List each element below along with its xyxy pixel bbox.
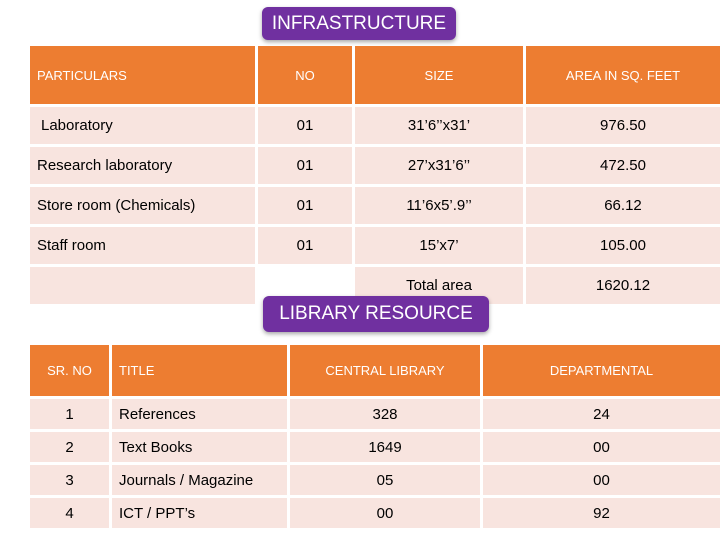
library-header-row: SR. NO TITLE CENTRAL LIBRARY DEPARTMENTA… bbox=[30, 345, 720, 396]
cell-title: ICT / PPT’s bbox=[112, 498, 290, 528]
cell-departmental: 24 bbox=[483, 399, 720, 429]
cell-no: 01 bbox=[258, 227, 355, 264]
cell-area: 976.50 bbox=[526, 107, 720, 144]
cell-particular: Laboratory bbox=[30, 107, 258, 144]
empty-cell bbox=[30, 267, 258, 304]
cell-sr: 2 bbox=[30, 432, 112, 462]
header-size: SIZE bbox=[355, 46, 526, 104]
cell-area: 105.00 bbox=[526, 227, 720, 264]
table-row: 2 Text Books 1649 00 bbox=[30, 432, 720, 462]
table-row: Research laboratory 01 27’x31’6’’ 472.50 bbox=[30, 147, 720, 184]
cell-particular: Store room (Chemicals) bbox=[30, 187, 258, 224]
cell-title: Journals / Magazine bbox=[112, 465, 290, 495]
cell-no: 01 bbox=[258, 107, 355, 144]
header-sr-no: SR. NO bbox=[30, 345, 112, 396]
cell-size: 27’x31’6’’ bbox=[355, 147, 526, 184]
cell-size: 15’x7’ bbox=[355, 227, 526, 264]
cell-departmental: 00 bbox=[483, 465, 720, 495]
table-row: Store room (Chemicals) 01 11’6x5’.9’’ 66… bbox=[30, 187, 720, 224]
cell-particular: Research laboratory bbox=[30, 147, 258, 184]
cell-sr: 1 bbox=[30, 399, 112, 429]
cell-size: 31’6’’x31’ bbox=[355, 107, 526, 144]
library-resource-table: SR. NO TITLE CENTRAL LIBRARY DEPARTMENTA… bbox=[30, 342, 720, 531]
cell-sr: 3 bbox=[30, 465, 112, 495]
table-row: 3 Journals / Magazine 05 00 bbox=[30, 465, 720, 495]
cell-sr: 4 bbox=[30, 498, 112, 528]
cell-departmental: 00 bbox=[483, 432, 720, 462]
header-particulars: PARTICULARS bbox=[30, 46, 258, 104]
header-title: TITLE bbox=[112, 345, 290, 396]
cell-no: 01 bbox=[258, 147, 355, 184]
header-no: NO bbox=[258, 46, 355, 104]
cell-central: 05 bbox=[290, 465, 483, 495]
cell-area: 66.12 bbox=[526, 187, 720, 224]
table-row: 1 References 328 24 bbox=[30, 399, 720, 429]
cell-central: 328 bbox=[290, 399, 483, 429]
header-departmental: DEPARTMENTAL bbox=[483, 345, 720, 396]
cell-title: References bbox=[112, 399, 290, 429]
cell-no: 01 bbox=[258, 187, 355, 224]
header-area: AREA IN SQ. FEET bbox=[526, 46, 720, 104]
total-value: 1620.12 bbox=[526, 267, 720, 304]
cell-title: Text Books bbox=[112, 432, 290, 462]
header-central-library: CENTRAL LIBRARY bbox=[290, 345, 483, 396]
infrastructure-header-row: PARTICULARS NO SIZE AREA IN SQ. FEET bbox=[30, 46, 720, 104]
table-row: Laboratory 01 31’6’’x31’ 976.50 bbox=[30, 107, 720, 144]
cell-central: 1649 bbox=[290, 432, 483, 462]
library-resource-title: LIBRARY RESOURCE bbox=[263, 296, 489, 332]
cell-central: 00 bbox=[290, 498, 483, 528]
cell-size: 11’6x5’.9’’ bbox=[355, 187, 526, 224]
infrastructure-table: PARTICULARS NO SIZE AREA IN SQ. FEET Lab… bbox=[30, 43, 720, 307]
cell-particular: Staff room bbox=[30, 227, 258, 264]
table-row: 4 ICT / PPT’s 00 92 bbox=[30, 498, 720, 528]
cell-area: 472.50 bbox=[526, 147, 720, 184]
table-row: Staff room 01 15’x7’ 105.00 bbox=[30, 227, 720, 264]
infrastructure-title: INFRASTRUCTURE bbox=[262, 7, 456, 40]
cell-departmental: 92 bbox=[483, 498, 720, 528]
